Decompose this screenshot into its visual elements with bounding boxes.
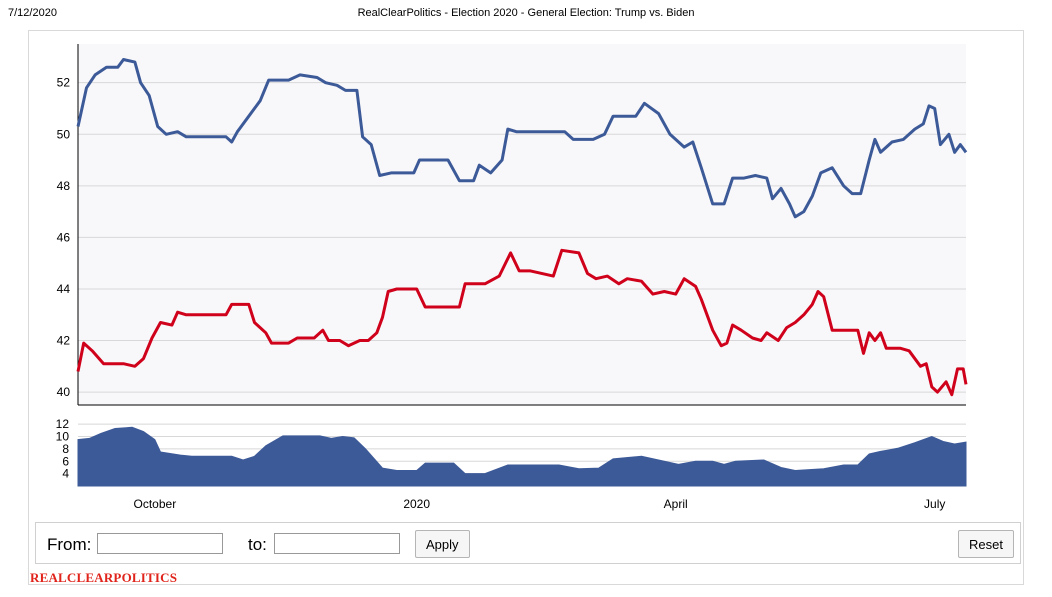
main-plot-area bbox=[78, 44, 966, 405]
main-y-tick-label: 52 bbox=[57, 76, 71, 90]
series-line-trump bbox=[76, 248, 968, 397]
realclearpolitics-logo: REALCLEARPOLITICS bbox=[30, 570, 178, 585]
spread-area bbox=[77, 426, 967, 487]
x-axis: October 2020 April July bbox=[134, 497, 946, 511]
navigator-y-tick-label: 6 bbox=[62, 454, 69, 468]
main-y-tick-label: 40 bbox=[57, 385, 71, 399]
date-range-controls: From: to: Apply Reset bbox=[35, 522, 1021, 564]
x-tick-label: October bbox=[134, 497, 177, 511]
main-grid bbox=[77, 44, 966, 406]
to-date-input[interactable] bbox=[274, 533, 400, 554]
main-lines bbox=[76, 58, 968, 397]
main-y-tick-label: 44 bbox=[57, 282, 71, 296]
x-tick-label: July bbox=[924, 497, 945, 511]
main-y-tick-label: 42 bbox=[57, 334, 71, 348]
main-y-axis: 40 42 44 46 48 50 52 bbox=[57, 76, 71, 399]
reset-button[interactable]: Reset bbox=[958, 530, 1014, 558]
main-y-tick-label: 50 bbox=[57, 127, 71, 141]
navigator-y-tick-label: 8 bbox=[62, 442, 69, 456]
x-tick-label: 2020 bbox=[403, 497, 430, 511]
date-label: 7/12/2020 bbox=[8, 7, 57, 19]
chart-frame bbox=[28, 30, 1024, 585]
series-line-biden bbox=[76, 58, 968, 219]
from-date-input[interactable] bbox=[97, 533, 223, 554]
x-tick-label: April bbox=[664, 497, 688, 511]
main-y-tick-label: 48 bbox=[57, 179, 71, 193]
navigator-area bbox=[77, 426, 967, 487]
navigator-y-tick-label: 10 bbox=[56, 430, 70, 444]
to-label: to: bbox=[248, 535, 267, 554]
main-y-tick-label: 46 bbox=[57, 230, 71, 244]
navigator-y-tick-label: 4 bbox=[62, 467, 69, 481]
apply-button[interactable]: Apply bbox=[415, 530, 470, 558]
navigator-y-tick-label: 12 bbox=[56, 417, 70, 431]
chart-title: RealClearPolitics - Election 2020 - Gene… bbox=[357, 7, 695, 19]
from-label: From: bbox=[47, 535, 92, 554]
